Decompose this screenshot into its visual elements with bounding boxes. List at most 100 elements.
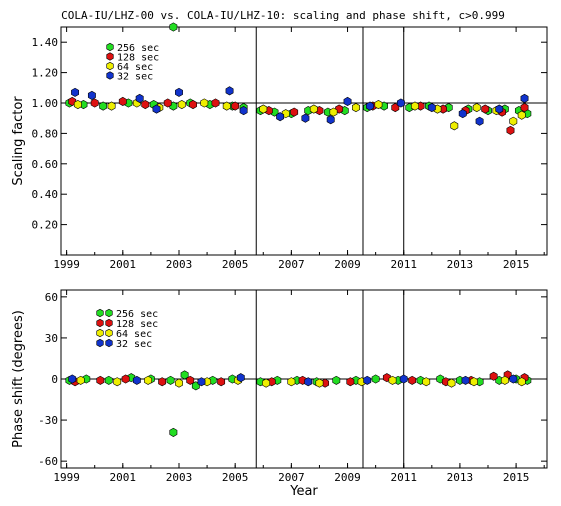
data-point (217, 377, 226, 387)
y-tick-label: 60 (45, 291, 58, 304)
data-point (301, 113, 310, 123)
data-point (517, 377, 526, 387)
data-point (363, 375, 372, 385)
x-tick-label: 2009 (334, 258, 361, 271)
data-point (152, 104, 161, 114)
legend-label: 32 sec (116, 339, 152, 350)
legend-marker (106, 42, 114, 52)
data-point (231, 101, 240, 111)
axis-ticks: 1999 2001 2003 2005 2007 2009 2011 2013 2015 -60 -… (38, 290, 547, 484)
x-tick-label: 1999 (53, 471, 80, 484)
data-point (461, 375, 470, 385)
data-point (517, 110, 526, 120)
data-point (489, 371, 498, 381)
legend-label: 128 sec (117, 53, 159, 64)
data-point (343, 96, 352, 107)
y-tick-label: 30 (45, 332, 58, 345)
data-point (107, 101, 116, 111)
data-point (144, 375, 153, 385)
legend-marker (96, 328, 104, 338)
x-tick-label: 1999 (53, 258, 80, 271)
x-tick-label: 2015 (503, 471, 530, 484)
x-tick-label: 2003 (166, 258, 193, 271)
legend-label: 64 sec (117, 62, 153, 73)
y-tick-label: -30 (38, 414, 58, 427)
legend-marker (96, 318, 104, 328)
data-point (366, 101, 374, 111)
data-point (520, 93, 529, 103)
data-point (200, 98, 209, 108)
x-tick-label: 2009 (334, 471, 361, 484)
data-point (90, 98, 99, 108)
y-axis-label: Scaling factor (11, 96, 26, 186)
legend-marker (96, 338, 104, 348)
y-tick-label: 0.20 (32, 219, 59, 232)
data-point (500, 375, 509, 385)
x-tick-label: 2005 (222, 471, 249, 484)
data-point (96, 375, 105, 385)
legend-marker (106, 52, 114, 61)
data-point (470, 377, 478, 387)
x-tick-label: 2013 (447, 471, 474, 484)
data-point (68, 374, 77, 384)
data-point (236, 373, 245, 383)
data-point (388, 375, 397, 385)
data-point (427, 103, 436, 113)
data-point (175, 378, 183, 388)
x-axis-label: Year (289, 484, 318, 499)
data-point (225, 86, 234, 96)
data-point (475, 116, 484, 126)
data-point (346, 377, 355, 387)
data-point (73, 99, 82, 110)
data-point (520, 103, 529, 113)
legend-label: 256 sec (116, 309, 158, 320)
data-point (509, 116, 518, 126)
data-point (290, 107, 299, 117)
phase-shift-panel: 1999 2001 2003 2005 2007 2009 2011 2013 2015 -60 -… (11, 289, 548, 484)
y-tick-label: 1.00 (32, 97, 59, 110)
data-point (132, 375, 141, 385)
data-point (222, 101, 231, 111)
data-point (99, 101, 108, 111)
data-point (332, 375, 341, 385)
legend-marker (105, 338, 113, 348)
data-point (113, 377, 122, 387)
chart-title: COLA-IU/LHZ-00 vs. COLA-IU/LHZ-10: scali… (61, 9, 505, 22)
legend-label: 128 sec (116, 319, 158, 330)
plot-frame (60, 26, 548, 256)
data-point (141, 99, 150, 110)
x-tick-label: 2007 (278, 471, 305, 484)
legend-marker (105, 328, 113, 338)
data-points (65, 22, 532, 135)
legend-marker (105, 308, 113, 318)
data-point (262, 378, 271, 388)
data-point (121, 374, 130, 384)
data-point (506, 125, 515, 135)
scaling-factor-panel: 1999 2001 2003 2005 2007 2009 2011 2013 2015 0.20… (11, 22, 548, 271)
x-tick-label: 2001 (110, 258, 137, 271)
data-point (481, 104, 490, 114)
data-point (71, 87, 79, 97)
legend-label: 64 sec (116, 329, 152, 340)
data-points (65, 370, 532, 437)
y-tick-label: 0.80 (32, 127, 59, 140)
data-point (374, 99, 383, 110)
x-tick-label: 2005 (222, 258, 249, 271)
data-point (304, 377, 313, 387)
data-point (447, 378, 456, 388)
data-point (169, 427, 178, 437)
x-tick-label: 2011 (390, 258, 417, 271)
data-point (104, 375, 113, 385)
y-tick-label: 0.60 (32, 158, 59, 171)
y-axis-label: Phase shift (degrees) (11, 310, 26, 448)
y-tick-label: -60 (38, 455, 58, 468)
data-point (509, 374, 518, 384)
data-point (472, 103, 481, 113)
data-point (180, 370, 189, 380)
data-point (399, 374, 408, 384)
legend-marker (105, 318, 113, 328)
x-tick-label: 2007 (278, 258, 305, 271)
data-point (186, 375, 195, 385)
